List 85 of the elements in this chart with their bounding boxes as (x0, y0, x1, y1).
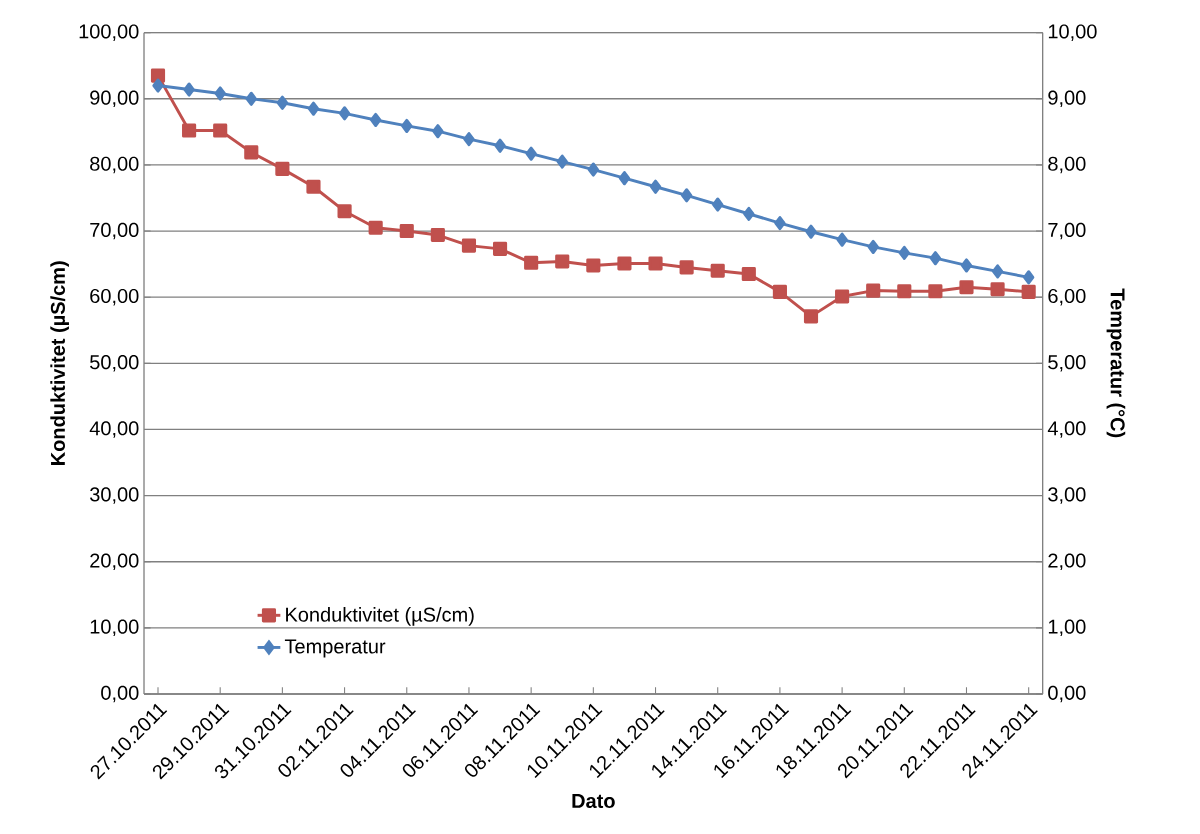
point (463, 132, 475, 147)
y-tick-label: 60,00 (90, 288, 139, 306)
point (991, 264, 1004, 279)
legend-label: Temperatur (284, 639, 386, 658)
y2-axis-title: Temperatur (°C) (1106, 288, 1126, 438)
point (555, 254, 570, 269)
point (990, 282, 1005, 297)
point (648, 256, 663, 271)
point (835, 289, 850, 304)
y-axis-title: Konduktivitet (µS/cm) (50, 261, 69, 465)
y-tick-label: 70,00 (90, 222, 139, 240)
point (679, 260, 694, 275)
point (432, 124, 444, 139)
point (867, 239, 879, 254)
point (959, 280, 974, 295)
point (275, 161, 290, 176)
point (368, 220, 383, 235)
point (774, 216, 786, 231)
point (586, 258, 601, 273)
point (618, 171, 631, 186)
point (743, 206, 755, 221)
point (928, 284, 943, 299)
point (710, 263, 725, 278)
point (370, 112, 382, 128)
point (897, 284, 912, 299)
point (461, 238, 477, 253)
y2-tick-label: 8,00 (1048, 156, 1086, 174)
y-tick-label: 100,00 (79, 24, 139, 41)
point (152, 78, 164, 93)
y2-tick-label: 4,00 (1047, 421, 1086, 438)
point (805, 224, 817, 239)
y2-tick-label: 3,00 (1048, 487, 1086, 504)
y-tick-label: 40,00 (89, 421, 139, 438)
point (401, 118, 413, 133)
point (772, 284, 787, 299)
point (524, 255, 539, 270)
point (150, 68, 166, 83)
point (836, 232, 848, 247)
point (214, 86, 226, 101)
point (492, 241, 508, 256)
point (741, 266, 756, 282)
point (587, 162, 600, 177)
y-tick-label: 90,00 (90, 90, 139, 108)
point (866, 283, 881, 298)
y-tick-label: 20,00 (90, 553, 139, 570)
point (803, 309, 819, 324)
point (399, 223, 414, 239)
point (244, 145, 259, 160)
y-tick-label: 80,00 (90, 156, 139, 174)
y2-tick-label: 5,00 (1048, 355, 1086, 372)
point (307, 101, 320, 116)
point (213, 123, 228, 138)
point (1021, 284, 1036, 299)
point (898, 245, 910, 260)
x-axis-title: Dato (572, 794, 615, 808)
y2-tick-label: 6,00 (1048, 288, 1086, 306)
y-tick-label: 10,00 (90, 619, 139, 637)
legend-label: Konduktivitet (µS/cm) (286, 607, 474, 626)
point (649, 179, 662, 194)
y2-tick-label: 7,00 (1048, 222, 1086, 240)
point (556, 154, 568, 169)
y2-tick-label: 2,00 (1048, 553, 1086, 570)
point (430, 227, 445, 243)
y-tick-label: 0,00 (101, 685, 139, 703)
point (306, 179, 321, 194)
y2-tick-label: 0,00 (1048, 685, 1086, 703)
y-tick-label: 50,00 (90, 355, 139, 372)
y2-tick-label: 10,00 (1048, 24, 1097, 41)
point (960, 258, 973, 273)
point (712, 197, 724, 212)
point (1023, 270, 1035, 285)
point (183, 82, 195, 97)
point (617, 256, 632, 271)
point (338, 106, 351, 121)
point (245, 91, 257, 106)
point (276, 95, 289, 110)
point (182, 123, 197, 138)
point (337, 204, 352, 219)
point (525, 146, 537, 161)
y2-tick-label: 1,00 (1048, 619, 1086, 637)
point (929, 251, 942, 266)
point (680, 188, 693, 203)
y2-tick-label: 9,00 (1048, 90, 1086, 108)
y-tick-label: 30,00 (90, 487, 139, 504)
point (494, 138, 506, 153)
